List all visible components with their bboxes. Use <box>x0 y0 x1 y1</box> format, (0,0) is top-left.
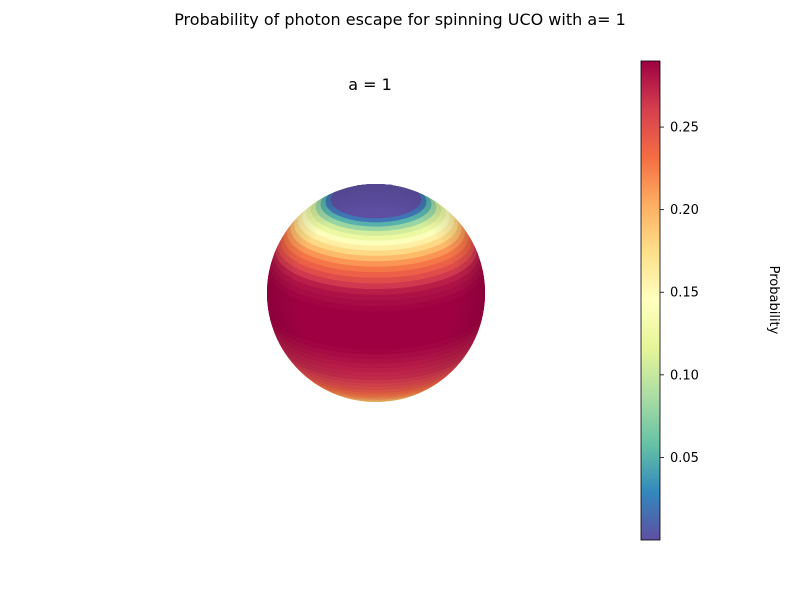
colorbar-tick-label: 0.05 <box>670 451 699 466</box>
colorbar-gradient <box>640 60 661 541</box>
colorbar-tick-label: 0.25 <box>670 121 699 136</box>
colorbar-tick-label: 0.15 <box>670 286 699 301</box>
colorbar-tick-label: 0.10 <box>670 368 699 383</box>
colorbar-tick-label: 0.20 <box>670 203 699 218</box>
chart-subtitle: a = 1 <box>348 75 392 94</box>
colorbar: 0.05 0.10 0.15 0.20 0.25 Probability <box>640 60 781 541</box>
sphere-shading <box>267 184 485 402</box>
chart-title: Probability of photon escape for spinnin… <box>174 10 626 29</box>
colorbar-label: Probability <box>766 266 781 335</box>
